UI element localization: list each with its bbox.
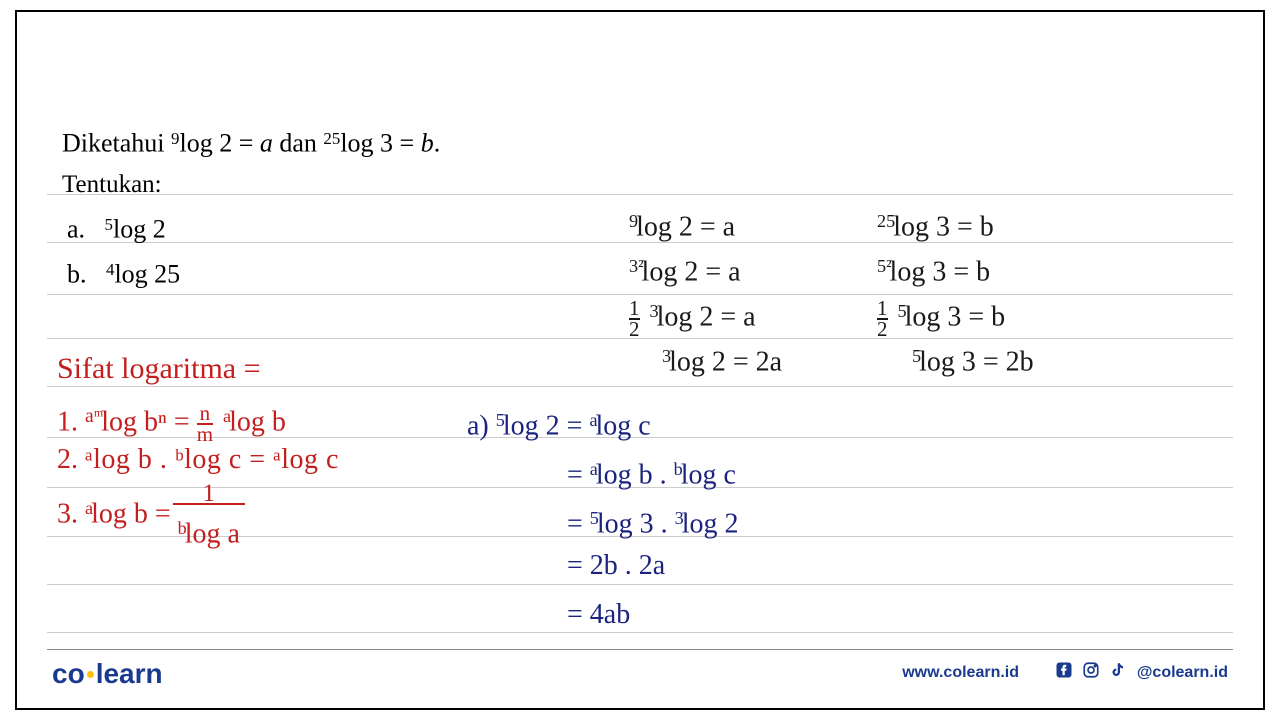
brand-logo: colearn: [52, 658, 163, 690]
step: = 4ab: [467, 590, 867, 639]
pre: 9: [629, 211, 638, 231]
problem-part-b: b. 4log 25: [62, 258, 440, 290]
text: dan: [273, 129, 324, 158]
pre: aᵐ: [85, 406, 103, 427]
website-url: www.colearn.id: [902, 664, 1019, 681]
label: a): [467, 410, 496, 441]
log-base: 9: [171, 129, 179, 148]
text: log 2: [113, 214, 166, 243]
pre: a: [590, 459, 598, 479]
pre: 5: [590, 508, 599, 528]
pre: b: [674, 459, 683, 479]
body: log 3 = b: [890, 256, 991, 287]
body: log b =: [91, 498, 178, 529]
body: log b: [229, 406, 286, 437]
label: a.: [67, 214, 85, 243]
pre: 3²: [629, 256, 644, 276]
logo-text-1: co: [52, 658, 85, 689]
num: 1.: [57, 406, 78, 437]
body: log 2 = a: [657, 301, 756, 332]
step: 3log 2 = 2a: [617, 332, 897, 377]
social-handle: @colearn.id: [1137, 664, 1228, 681]
eq: =: [567, 508, 590, 539]
half-icon: 12: [877, 299, 888, 339]
page-frame: Diketahui 9log 2 = a dan 25log 3 = b. Te…: [15, 10, 1265, 710]
text: log 25: [114, 260, 180, 289]
step: a) 5log 2 = alog c: [467, 394, 867, 443]
log-base: 4: [106, 260, 114, 279]
body: log 3 = 2b: [919, 346, 1034, 377]
half-icon: 12: [629, 299, 640, 339]
problem-line1: Diketahui 9log 2 = a dan 25log 3 = b.: [62, 127, 440, 159]
body: log 3 = b: [905, 301, 1006, 332]
step: = 5log 3 . 3log 2: [467, 492, 867, 541]
denominator: blog a: [178, 503, 240, 557]
eq: =: [567, 459, 590, 490]
logo-dot-icon: [87, 671, 94, 678]
step: = 2b . 2a: [467, 541, 867, 590]
step: 3²log 2 = a: [617, 242, 897, 287]
pre: 3: [650, 301, 659, 321]
step: 12 3log 2 = a: [617, 287, 897, 332]
text: Diketahui: [62, 129, 171, 158]
body: log b .: [596, 459, 674, 490]
rule-3: 3. alog b = 1 blog a: [57, 483, 457, 553]
num: 2.: [57, 444, 78, 475]
body: log 2: [682, 508, 739, 539]
num: 3.: [57, 498, 78, 529]
pre: 5²: [877, 256, 892, 276]
logo-text-2: learn: [96, 658, 163, 689]
body: log 2 = a: [642, 256, 741, 287]
pre: 3: [662, 346, 671, 366]
solution-part-a: a) 5log 2 = alog c = alog b . blog c = 5…: [467, 394, 867, 639]
log-base: 5: [105, 215, 113, 234]
step: = alog b . blog c: [467, 443, 867, 492]
body: log 2 = a: [636, 211, 735, 242]
var-a: a: [260, 129, 273, 158]
pre: a: [223, 406, 231, 426]
rule-1: 1. aᵐlog bⁿ = nm alog b: [57, 391, 457, 437]
step: 12 5log 3 = b: [877, 287, 1157, 332]
label: b.: [67, 260, 87, 289]
body: log 2 =: [503, 410, 590, 441]
rule-2: 2. ᵃlog b . ᵇlog c = ᵃlog c: [57, 437, 457, 483]
text: log 2 =: [179, 129, 259, 158]
problem-part-a: a. 5log 2: [62, 213, 440, 245]
properties-title: Sifat logaritma =: [57, 352, 457, 386]
pre: 5: [496, 410, 505, 430]
pre: a: [589, 410, 597, 430]
pre: a: [85, 498, 93, 518]
eq: =: [174, 406, 197, 437]
body: log 3 = b: [893, 211, 994, 242]
pre: 3: [675, 508, 684, 528]
step: 9log 2 = a: [617, 197, 897, 242]
given-derivation-1: 9log 2 = a 3²log 2 = a 12 3log 2 = a 3lo…: [617, 197, 897, 377]
tiktok-icon: [1108, 661, 1126, 684]
facebook-icon: [1055, 661, 1073, 684]
body: log c: [681, 459, 736, 490]
logarithm-properties: Sifat logaritma = 1. aᵐlog bⁿ = nm alog …: [57, 352, 457, 553]
given-derivation-2: 25log 3 = b 5²log 3 = b 12 5log 3 = b 5l…: [877, 197, 1157, 377]
problem-line2: Tentukan:: [62, 171, 440, 199]
problem-statement: Diketahui 9log 2 = a dan 25log 3 = b. Te…: [62, 127, 440, 290]
text: .: [434, 129, 441, 158]
instagram-icon: [1082, 661, 1100, 684]
footer: colearn www.colearn.id @colearn.id: [47, 650, 1233, 690]
pre: 25: [877, 211, 895, 231]
fraction: 1 blog a: [178, 489, 240, 543]
body: log 2 = 2a: [669, 346, 782, 377]
log-base: 25: [323, 129, 340, 148]
var-b: b: [421, 129, 434, 158]
body: log 3 .: [597, 508, 675, 539]
pre: 5: [898, 301, 907, 321]
body: log bⁿ: [101, 406, 167, 437]
step: 5²log 3 = b: [877, 242, 1157, 287]
step: 25log 3 = b: [877, 197, 1157, 242]
text: log 3 =: [340, 129, 420, 158]
pre: 5: [912, 346, 921, 366]
step: 5log 3 = 2b: [877, 332, 1157, 377]
body: log c: [596, 410, 651, 441]
footer-right: www.colearn.id @colearn.id: [902, 661, 1228, 684]
footer-divider: [47, 649, 1233, 650]
